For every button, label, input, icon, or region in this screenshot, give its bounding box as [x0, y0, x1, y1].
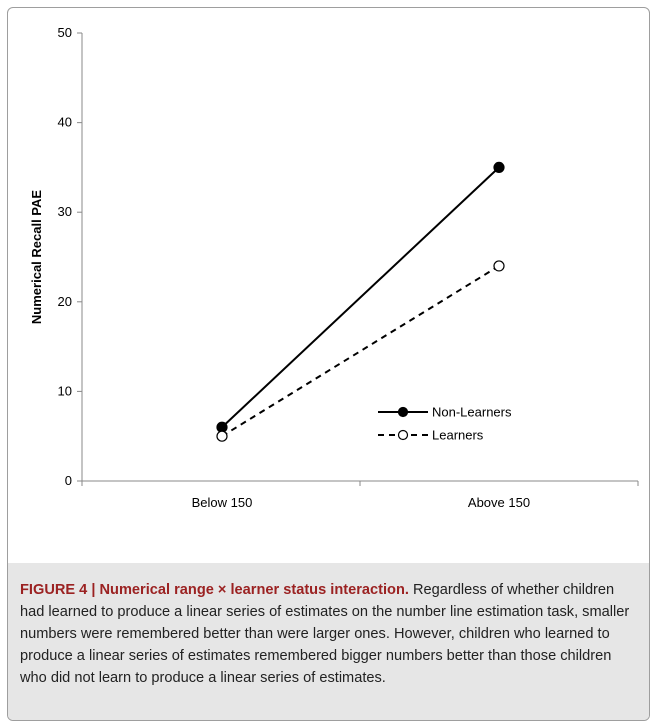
data-point-open [493, 260, 505, 272]
x-tick-label: Above 150 [468, 495, 530, 510]
y-tick-label: 10 [58, 383, 72, 398]
y-tick-label: 50 [58, 25, 72, 40]
data-point-filled [493, 161, 505, 173]
y-tick-label: 20 [58, 294, 72, 309]
figure-frame: 0 10 20 30 40 50 Below 150 Above 150 Numerical… [7, 7, 650, 721]
caption-text: Regardless of whether children had learn… [20, 582, 630, 686]
line-chart: 0 10 20 30 40 50 Below 150 Above 150 Numerical… [29, 25, 639, 510]
figure-caption: FIGURE 4 | Numerical range × learner sta… [8, 563, 649, 720]
caption-title: FIGURE 4 | Numerical range × learner sta… [20, 582, 409, 598]
series-lines [216, 161, 505, 442]
y-tick-label: 40 [58, 115, 72, 130]
y-tick-label: 0 [65, 473, 72, 488]
x-ticks: Below 150 Above 150 [81, 481, 639, 510]
legend: Non-Learners Learners [378, 405, 512, 443]
y-ticks: 0 10 20 30 40 50 [58, 25, 82, 488]
legend-marker [397, 406, 409, 418]
legend-marker [397, 429, 409, 441]
series-line-1 [221, 166, 500, 428]
legend-label: Learners [432, 428, 484, 443]
y-axis-label: Numerical Recall PAE [29, 190, 44, 324]
legend-label: Non-Learners [432, 405, 512, 420]
y-tick-label: 30 [58, 204, 72, 219]
data-point-open [216, 430, 228, 442]
x-tick-label: Below 150 [192, 495, 253, 510]
